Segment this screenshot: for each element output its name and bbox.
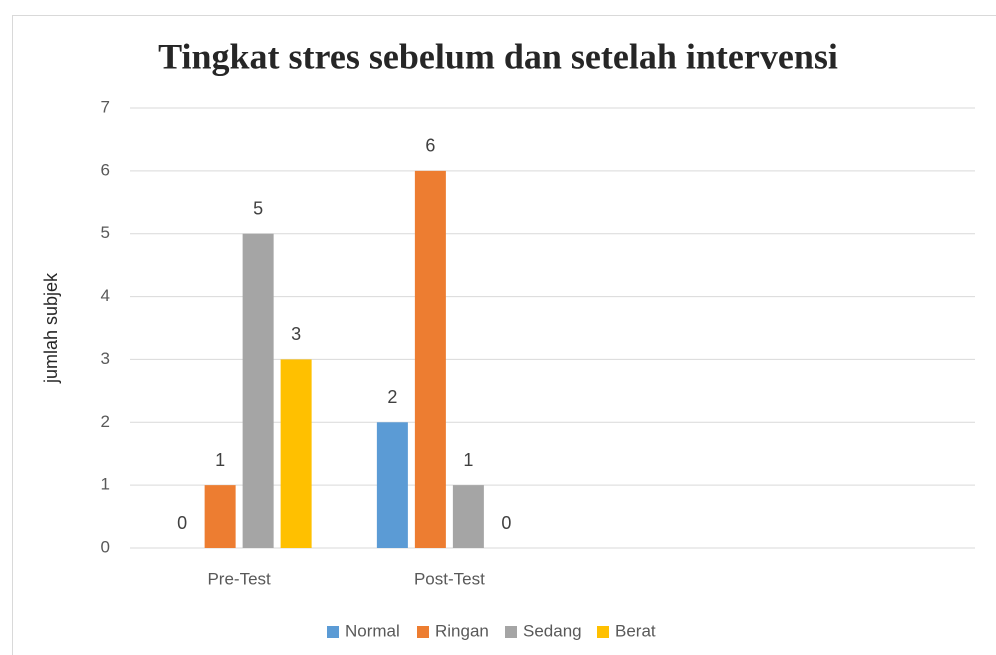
bar (242, 233, 274, 548)
y-tick-label: 7 (101, 97, 110, 116)
data-label: 0 (177, 513, 187, 533)
bar (280, 359, 312, 548)
legend-swatch (597, 626, 609, 638)
legend-label: Sedang (523, 621, 582, 640)
data-label: 1 (215, 450, 225, 470)
data-label: 1 (463, 450, 473, 470)
data-label: 6 (425, 136, 435, 156)
chart-title: Tingkat stres sebelum dan setelah interv… (158, 36, 838, 76)
bar (204, 485, 236, 548)
data-label: 0 (501, 513, 511, 533)
chart-border (12, 15, 996, 655)
y-axis-label: jumlah subjek (41, 272, 61, 384)
y-tick-label: 3 (101, 349, 110, 368)
bar (452, 485, 484, 548)
bar (414, 170, 446, 548)
y-tick-label: 1 (101, 475, 110, 494)
y-tick-label: 6 (101, 160, 110, 179)
x-tick-label: Pre-Test (207, 569, 271, 588)
y-tick-label: 4 (101, 286, 110, 305)
data-label: 3 (291, 324, 301, 344)
legend-label: Ringan (435, 621, 489, 640)
data-label: 5 (253, 198, 263, 218)
y-tick-label: 0 (101, 537, 110, 556)
legend-label: Berat (615, 621, 656, 640)
legend-label: Normal (345, 621, 400, 640)
data-label: 2 (387, 387, 397, 407)
y-tick-label: 5 (101, 223, 110, 242)
bar (376, 422, 408, 548)
legend-swatch (505, 626, 517, 638)
legend-swatch (327, 626, 339, 638)
legend-swatch (417, 626, 429, 638)
y-tick-label: 2 (101, 412, 110, 431)
x-tick-label: Post-Test (414, 569, 485, 588)
